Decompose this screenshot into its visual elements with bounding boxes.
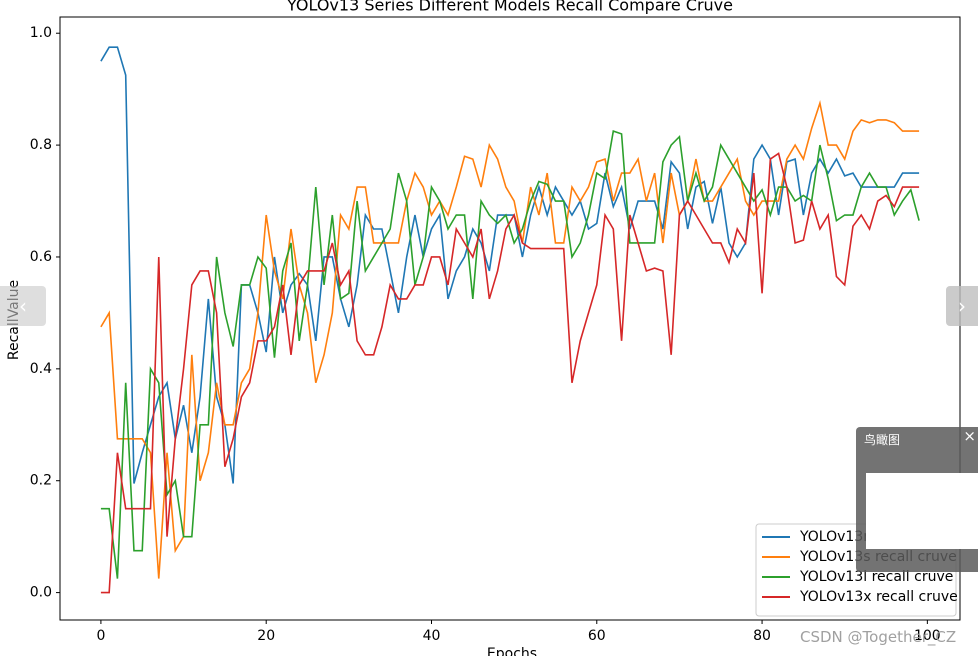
x-axis-label: Epochs <box>487 646 537 656</box>
overview-thumbnail[interactable] <box>866 473 978 549</box>
y-tick-label: 0.8 <box>30 137 52 153</box>
y-tick-label: 0.6 <box>30 249 52 265</box>
series-line <box>100 99 920 579</box>
x-tick-label: 20 <box>257 628 275 644</box>
x-tick-label: 80 <box>753 628 771 644</box>
overview-panel: 鸟瞰图 × <box>856 427 978 572</box>
x-tick-label: 100 <box>914 628 941 644</box>
next-button[interactable]: › <box>946 286 978 326</box>
x-tick-label: 60 <box>588 628 606 644</box>
y-tick-label: 0.2 <box>30 473 52 489</box>
legend-label: YOLOv13x recall cruve <box>799 589 958 605</box>
overview-title: 鸟瞰图 <box>864 433 901 447</box>
y-tick-label: 1.0 <box>30 25 52 41</box>
y-tick-label: 0.0 <box>30 585 52 601</box>
chart-title: YOLOv13 Series Different Models Recall C… <box>286 0 733 15</box>
x-tick-label: 40 <box>423 628 441 644</box>
series-line <box>100 152 920 594</box>
prev-button[interactable]: ‹ <box>0 286 46 326</box>
watermark: CSDN @Together_CZ <box>800 628 957 646</box>
legend-label: YOLOv13l recall cruve <box>799 569 953 585</box>
series-line <box>100 46 920 484</box>
series-line <box>100 130 920 579</box>
x-tick-label: 0 <box>96 628 105 644</box>
overview-close[interactable]: × <box>963 427 976 445</box>
y-tick-label: 0.4 <box>30 361 52 377</box>
